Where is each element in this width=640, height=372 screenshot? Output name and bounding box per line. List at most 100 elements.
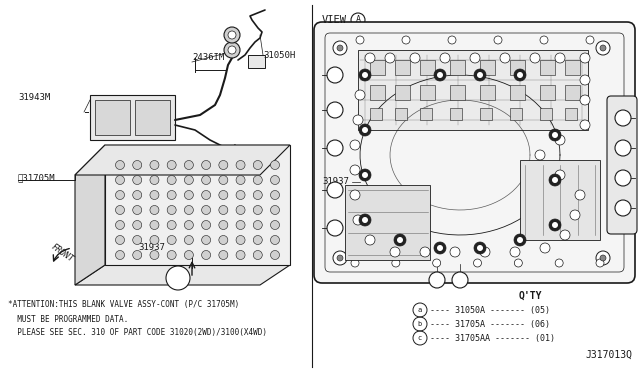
Circle shape [271,176,280,185]
Circle shape [184,250,193,260]
Circle shape [474,242,486,254]
Circle shape [271,235,280,244]
Circle shape [470,53,480,63]
Circle shape [327,140,343,156]
Circle shape [253,160,262,170]
Text: a: a [418,307,422,313]
Circle shape [477,72,483,78]
Text: *ATTENTION:THIS BLANK VALVE ASSY-CONT (P/C 31705M): *ATTENTION:THIS BLANK VALVE ASSY-CONT (P… [8,301,239,310]
Circle shape [350,140,360,150]
Bar [358,50,588,130]
Circle shape [132,205,141,215]
Circle shape [271,190,280,199]
Circle shape [440,53,450,63]
Polygon shape [75,265,290,285]
Circle shape [253,205,262,215]
FancyBboxPatch shape [314,22,635,283]
Circle shape [150,235,159,244]
Circle shape [202,160,211,170]
Circle shape [615,170,631,186]
Circle shape [271,205,280,215]
Bar [540,85,555,100]
Polygon shape [248,55,265,68]
Circle shape [236,190,245,199]
Circle shape [337,255,343,261]
Text: J317013Q: J317013Q [585,350,632,360]
Text: a: a [621,113,625,122]
Circle shape [167,190,176,199]
Circle shape [434,242,446,254]
Bar [370,85,385,100]
Circle shape [392,259,400,267]
Bar [565,108,577,120]
Circle shape [202,205,211,215]
Circle shape [236,205,245,215]
Circle shape [580,120,590,130]
Bar [480,108,492,120]
Circle shape [549,129,561,141]
Circle shape [480,247,490,257]
Circle shape [429,272,445,288]
Circle shape [253,250,262,260]
Circle shape [333,41,347,55]
Circle shape [224,42,240,58]
Circle shape [362,127,368,133]
Bar [480,60,495,75]
Bar [540,60,555,75]
Circle shape [359,69,371,81]
Circle shape [549,219,561,231]
Polygon shape [105,145,290,265]
Circle shape [514,234,526,246]
Circle shape [434,69,446,81]
Circle shape [351,259,359,267]
Text: a: a [333,71,337,80]
Circle shape [253,235,262,244]
Bar [565,85,580,100]
Text: 2436IM: 2436IM [192,54,224,62]
Text: c: c [418,335,422,341]
Circle shape [575,190,585,200]
Circle shape [115,176,125,185]
Circle shape [390,247,400,257]
Bar [450,85,465,100]
Circle shape [184,190,193,199]
Bar [395,108,407,120]
Circle shape [219,176,228,185]
Circle shape [420,247,430,257]
Circle shape [580,95,590,105]
Circle shape [219,235,228,244]
Circle shape [327,67,343,83]
Circle shape [353,215,363,225]
Circle shape [402,36,410,44]
Circle shape [115,190,125,199]
Circle shape [167,176,176,185]
Circle shape [362,172,368,178]
Circle shape [202,176,211,185]
Circle shape [228,31,236,39]
Circle shape [219,205,228,215]
Circle shape [132,250,141,260]
FancyBboxPatch shape [607,96,637,234]
Circle shape [167,250,176,260]
Circle shape [236,176,245,185]
Circle shape [132,221,141,230]
Circle shape [337,45,343,51]
Text: MUST BE PROGRAMMED DATA.: MUST BE PROGRAMMED DATA. [8,314,128,324]
Circle shape [359,169,371,181]
Circle shape [596,251,610,265]
Circle shape [150,190,159,199]
Circle shape [184,205,193,215]
Circle shape [167,235,176,244]
Circle shape [150,221,159,230]
Circle shape [219,190,228,199]
Bar [540,108,552,120]
Circle shape [517,72,523,78]
Circle shape [327,182,343,198]
Circle shape [552,132,558,138]
Circle shape [535,150,545,160]
Circle shape [236,235,245,244]
Circle shape [552,222,558,228]
Circle shape [166,266,190,290]
Circle shape [474,69,486,81]
Circle shape [202,250,211,260]
